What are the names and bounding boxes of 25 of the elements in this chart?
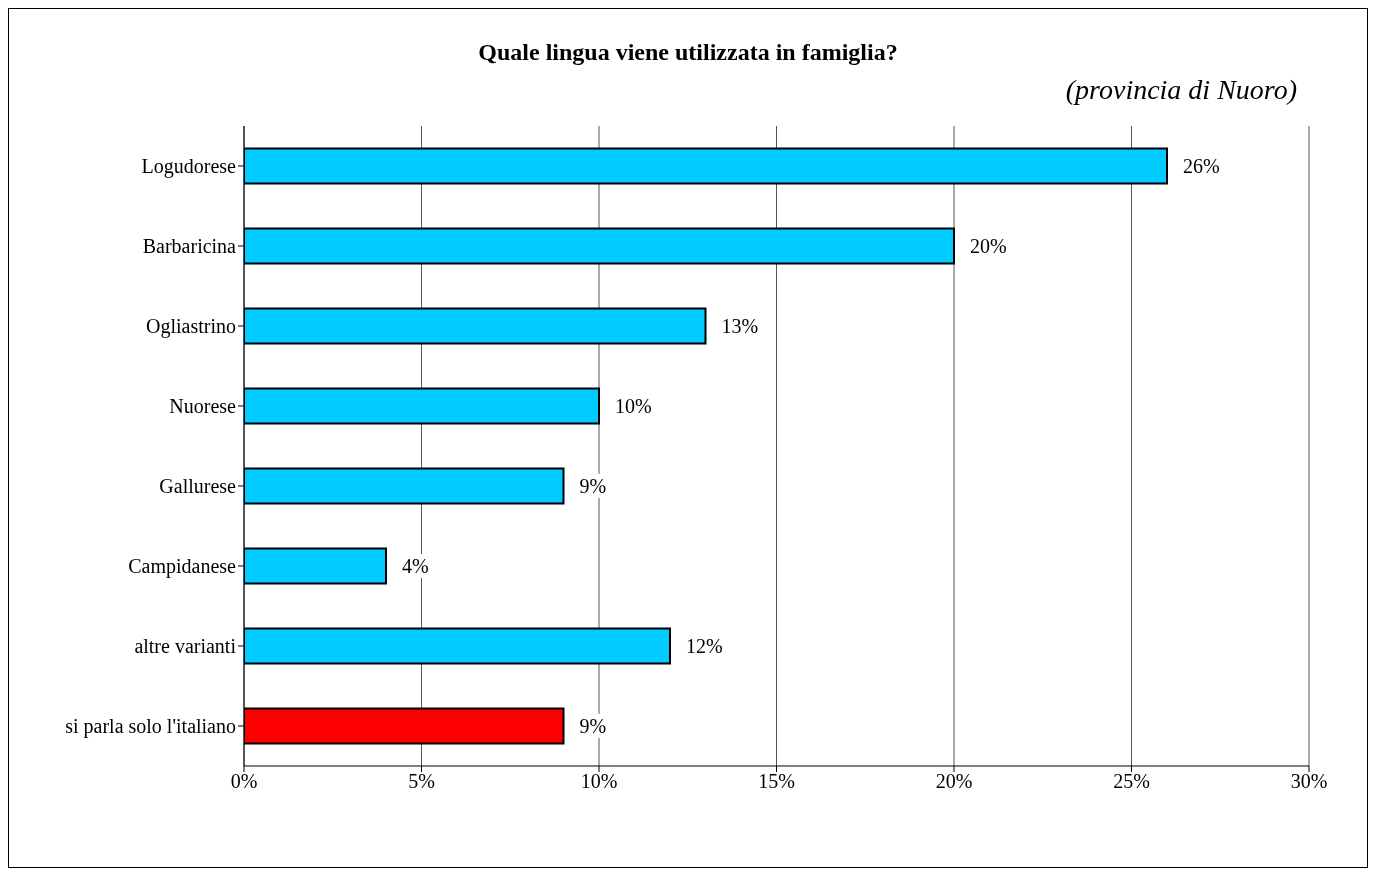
data-label: 9% <box>579 714 607 737</box>
x-tick-label: 30% <box>1290 770 1328 793</box>
data-label: 4% <box>402 554 429 577</box>
y-tick-label: si parla solo l'italiano <box>65 715 236 739</box>
y-tick-label: Gallurese <box>159 475 237 498</box>
x-tick-label: 20% <box>935 770 973 793</box>
y-tick-label: altre varianti <box>134 635 237 658</box>
data-label: 13% <box>721 314 759 337</box>
data-label: 26% <box>1183 154 1220 177</box>
x-tick-label: 0% <box>230 770 258 793</box>
data-label: 12% <box>686 634 723 657</box>
data-label: 10% <box>615 394 652 417</box>
chart-title: Quale lingua viene utilizzata in famiglia? <box>477 38 899 66</box>
x-tick-label: 10% <box>580 770 618 793</box>
y-tick-label: Nuorese <box>169 395 237 418</box>
x-tick-label: 15% <box>758 770 795 793</box>
y-tick-label: Barbaricina <box>142 235 237 258</box>
y-tick-label: Ogliastrino <box>146 315 236 339</box>
data-label: 20% <box>970 234 1007 257</box>
x-tick-label: 5% <box>408 770 435 793</box>
chart-subtitle: (provincia di Nuoro) <box>1064 74 1298 106</box>
x-tick-label: 25% <box>1113 770 1150 793</box>
y-tick-label: Logudorese <box>141 155 237 179</box>
data-label: 9% <box>579 474 607 497</box>
y-tick-label: Campidanese <box>128 555 237 579</box>
